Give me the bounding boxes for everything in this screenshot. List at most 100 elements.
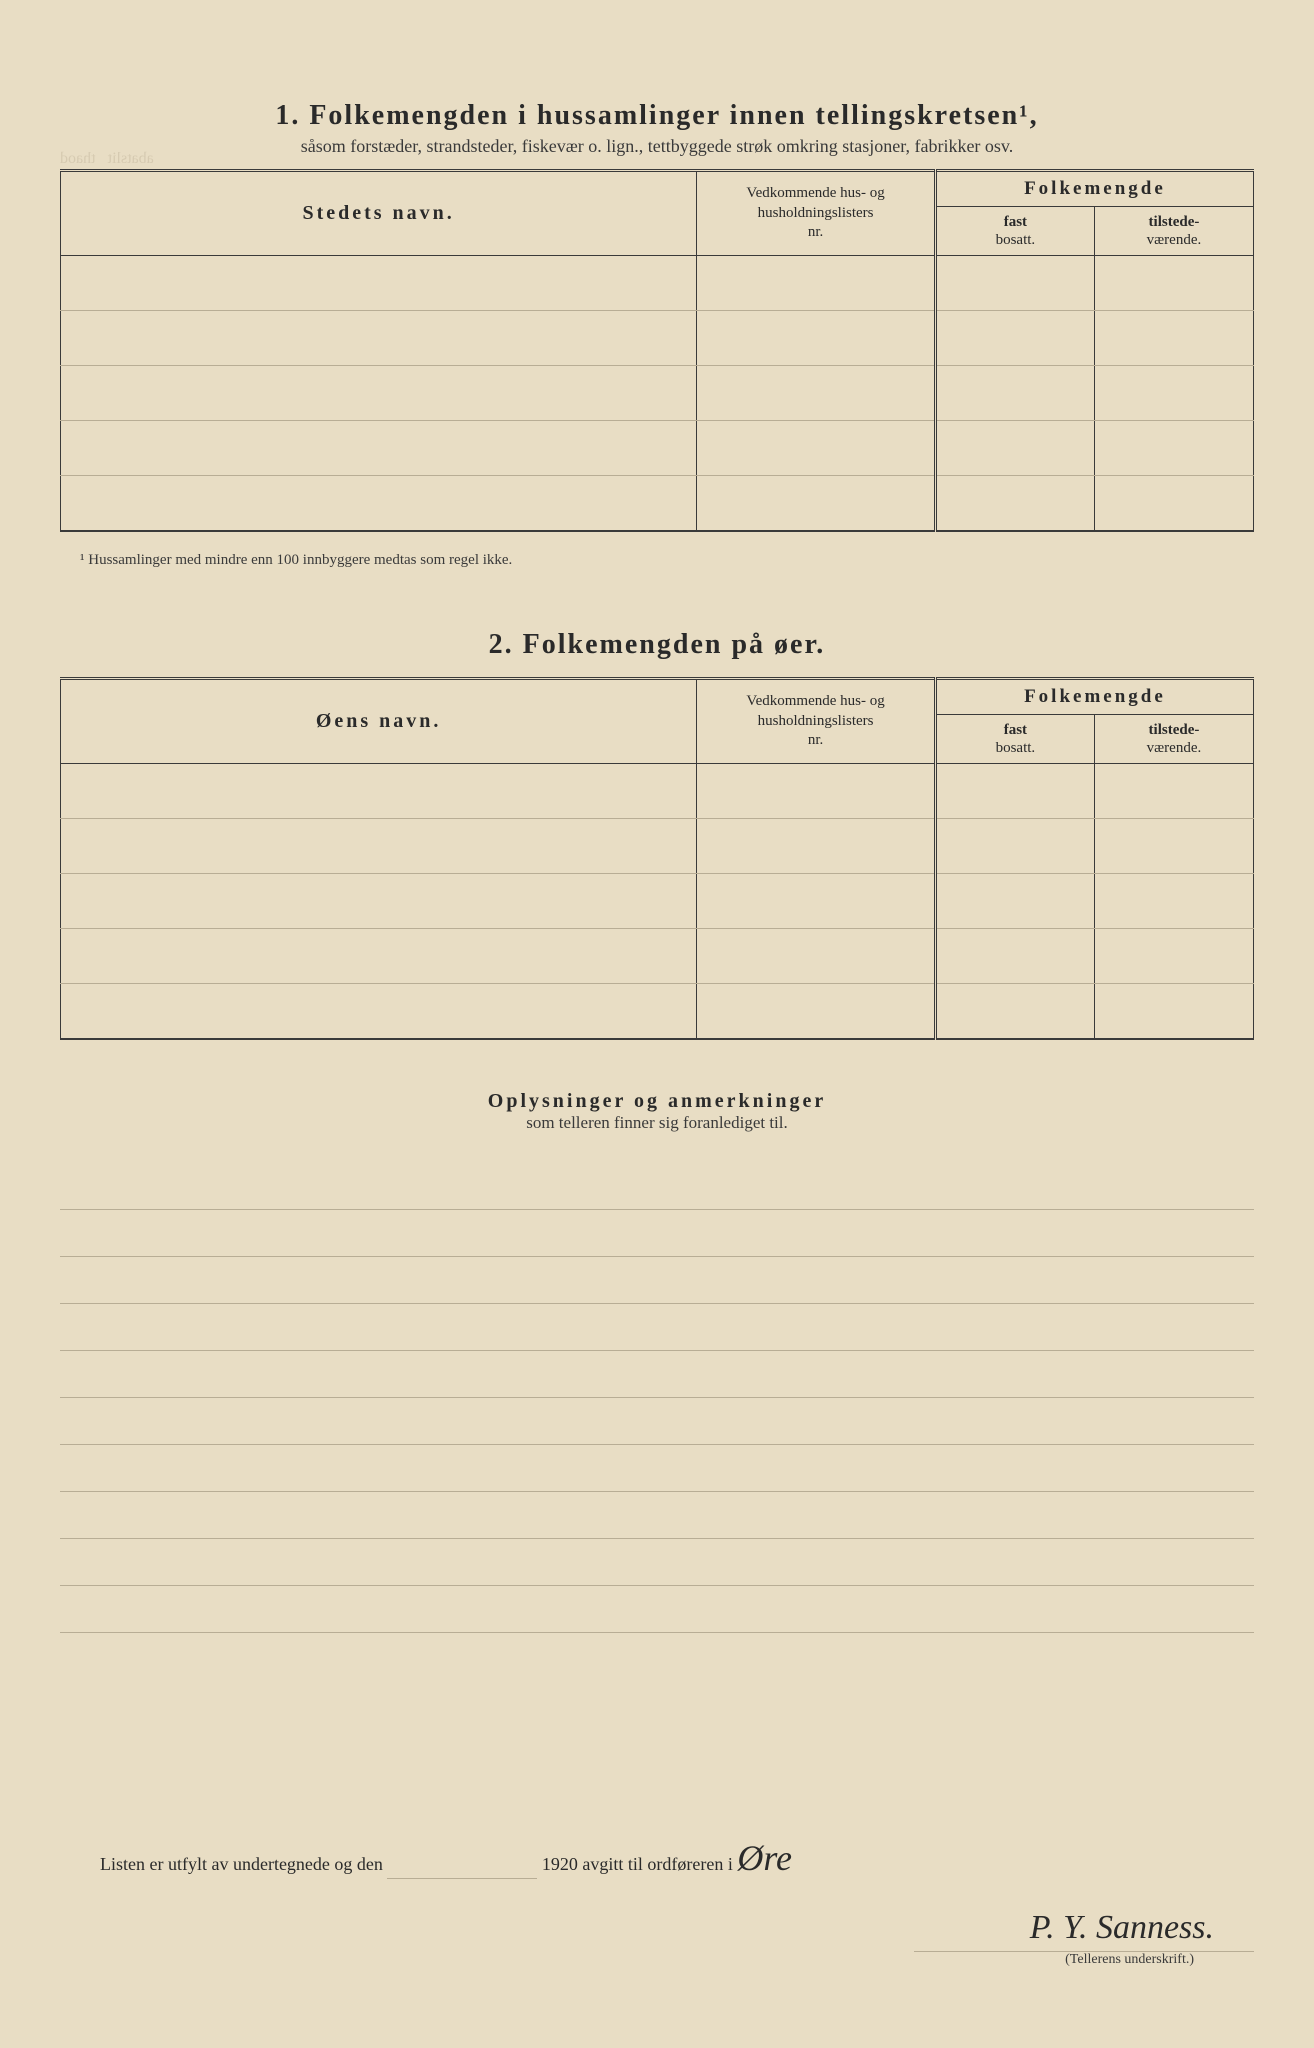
section1-col3-header: Folkemengde	[935, 171, 1253, 207]
document-page: abatslit thaod 1. Folkemengden i hussaml…	[0, 0, 1314, 2048]
section1-number: 1.	[275, 100, 300, 131]
table-row	[61, 311, 1254, 366]
cell-fast	[935, 421, 1094, 476]
cell-listnr	[697, 311, 936, 366]
cell-name	[61, 874, 697, 929]
section1-col3b-header: tilstede- værende.	[1094, 207, 1253, 256]
remarks-line	[60, 1163, 1254, 1210]
table-row	[61, 421, 1254, 476]
cell-fast	[935, 366, 1094, 421]
s2-col3a-line2: bosatt.	[996, 740, 1036, 756]
section2-col3-header: Folkemengde	[935, 679, 1253, 715]
col2-line1: Vedkommende hus- og	[746, 185, 884, 201]
table-row	[61, 929, 1254, 984]
cell-name	[61, 764, 697, 819]
table-row	[61, 256, 1254, 311]
section2-title: 2. Folkemengden på øer.	[60, 629, 1254, 661]
col3a-line1: fast	[1004, 214, 1027, 230]
cell-name	[61, 256, 697, 311]
cell-listnr	[697, 256, 936, 311]
signature-year: 1920	[542, 1854, 578, 1874]
cell-tilstede	[1094, 476, 1253, 532]
remarks-line	[60, 1445, 1254, 1492]
remarks-title: Oplysninger og anmerkninger	[60, 1090, 1254, 1113]
table-row	[61, 984, 1254, 1040]
signature-date-blank	[387, 1858, 537, 1879]
section1-body	[61, 256, 1254, 532]
section2-body	[61, 764, 1254, 1040]
cell-name	[61, 366, 697, 421]
s2-col3b-line2: værende.	[1147, 740, 1202, 756]
signature-mid: avgitt til ordføreren i	[582, 1854, 732, 1874]
cell-tilstede	[1094, 764, 1253, 819]
section1-subtitle: såsom forstæder, strandsteder, fiskevær …	[60, 136, 1254, 157]
cell-listnr	[697, 984, 936, 1040]
signature-place-handwritten: Øre	[737, 1838, 792, 1878]
cell-tilstede	[1094, 819, 1253, 874]
col3a-line2: bosatt.	[996, 232, 1036, 248]
cell-name	[61, 929, 697, 984]
signature-prefix: Listen er utfylt av undertegnede og den	[100, 1854, 383, 1874]
remarks-lines	[60, 1163, 1254, 1633]
section2-col1-header: Øens navn.	[61, 679, 697, 764]
cell-listnr	[697, 476, 936, 532]
remarks-line	[60, 1398, 1254, 1445]
table-row	[61, 366, 1254, 421]
section2-col3b-header: tilstede- værende.	[1094, 715, 1253, 764]
col2-line2: husholdningslisters	[758, 205, 874, 221]
cell-name	[61, 421, 697, 476]
cell-name	[61, 311, 697, 366]
section1-title-text: Folkemengden i hussamlinger innen tellin…	[309, 100, 1038, 131]
table-row	[61, 764, 1254, 819]
cell-tilstede	[1094, 421, 1253, 476]
s2-col3a-line1: fast	[1004, 722, 1027, 738]
cell-fast	[935, 984, 1094, 1040]
cell-tilstede	[1094, 366, 1253, 421]
remarks-line	[60, 1586, 1254, 1633]
s2-col2-line2: husholdningslisters	[758, 713, 874, 729]
section1-col2-header: Vedkommende hus- og husholdningslisters …	[697, 171, 936, 256]
s2-col2-line1: Vedkommende hus- og	[746, 693, 884, 709]
section1-footnote: ¹ Hussamlinger med mindre enn 100 innbyg…	[60, 552, 1254, 569]
cell-listnr	[697, 366, 936, 421]
s2-col2-line3: nr.	[808, 732, 823, 748]
cell-tilstede	[1094, 874, 1253, 929]
signature-name-handwritten: P. Y. Sanness.	[100, 1909, 1254, 1947]
section1-title: 1. Folkemengden i hussamlinger innen tel…	[60, 100, 1254, 132]
paper-bleed-through: abatslit thaod	[60, 150, 154, 168]
col3b-line2: værende.	[1147, 232, 1202, 248]
table-row	[61, 819, 1254, 874]
cell-fast	[935, 311, 1094, 366]
s2-col3b-line1: tilstede-	[1149, 722, 1200, 738]
cell-listnr	[697, 764, 936, 819]
section2-number: 2.	[489, 629, 514, 660]
remarks-line	[60, 1351, 1254, 1398]
cell-tilstede	[1094, 311, 1253, 366]
section1-col3a-header: fast bosatt.	[935, 207, 1094, 256]
signature-caption: (Tellerens underskrift.)	[914, 1951, 1254, 1968]
cell-listnr	[697, 819, 936, 874]
section1-table: Stedets navn. Vedkommende hus- og hushol…	[60, 169, 1254, 532]
remarks-line	[60, 1539, 1254, 1586]
section2-col2-header: Vedkommende hus- og husholdningslisters …	[697, 679, 936, 764]
cell-tilstede	[1094, 929, 1253, 984]
table-row	[61, 476, 1254, 532]
cell-fast	[935, 476, 1094, 532]
cell-fast	[935, 874, 1094, 929]
section2-title-text: Folkemengden på øer.	[523, 629, 826, 660]
remarks-line	[60, 1257, 1254, 1304]
col3b-line1: tilstede-	[1149, 214, 1200, 230]
cell-name	[61, 984, 697, 1040]
remarks-line	[60, 1210, 1254, 1257]
section2-table: Øens navn. Vedkommende hus- og husholdni…	[60, 677, 1254, 1040]
cell-fast	[935, 764, 1094, 819]
section1-col1-header: Stedets navn.	[61, 171, 697, 256]
remarks-subtitle: som telleren finner sig foranlediget til…	[60, 1113, 1254, 1133]
remarks-line	[60, 1492, 1254, 1539]
cell-listnr	[697, 421, 936, 476]
table-row	[61, 874, 1254, 929]
col2-line3: nr.	[808, 224, 823, 240]
cell-listnr	[697, 874, 936, 929]
cell-name	[61, 819, 697, 874]
cell-name	[61, 476, 697, 532]
